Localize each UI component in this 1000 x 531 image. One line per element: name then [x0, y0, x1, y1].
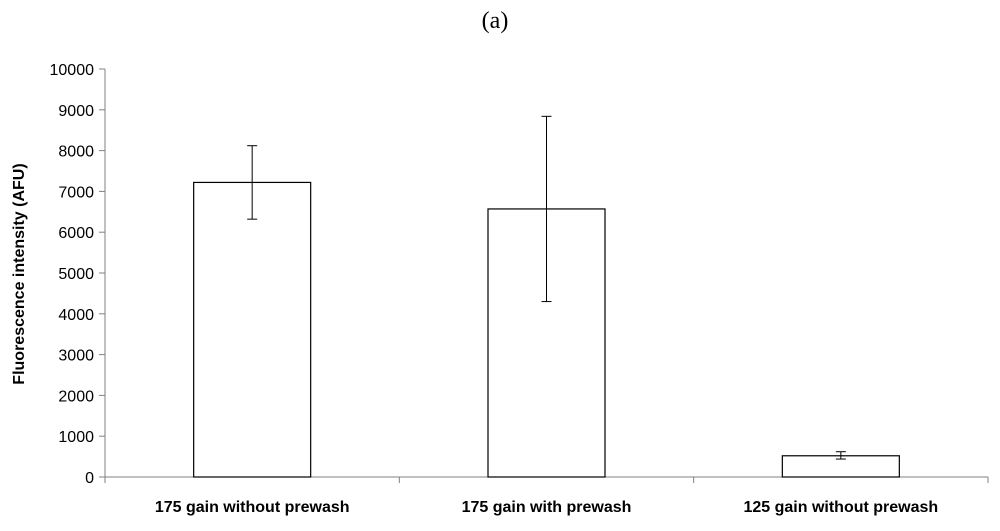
plot-area: 0 1000 2000 3000 4000 5000 6000 7000 8000 9000 100…: [50, 62, 989, 516]
x-category-label: 175 gain without prewash: [155, 499, 350, 516]
y-tick-label: 7000: [58, 184, 94, 201]
y-tick-label: 5000: [58, 266, 94, 283]
x-category-label: 125 gain without prewash: [743, 499, 938, 516]
y-tick-label: 8000: [58, 144, 94, 161]
y-tick-label: 0: [85, 470, 94, 487]
y-tick-label: 9000: [58, 103, 94, 120]
y-tick-label: 6000: [58, 225, 94, 242]
y-tick-label: 3000: [58, 348, 94, 365]
x-category-label: 175 gain with prewash: [462, 499, 632, 516]
y-tick-label: 2000: [58, 388, 94, 405]
y-tick-label: 4000: [58, 307, 94, 324]
y-axis-title: Fluorescence intensity (AFU): [11, 163, 28, 384]
chart-title: (a): [482, 8, 509, 34]
bar: [193, 181, 312, 478]
y-tick-label: 10000: [50, 62, 95, 79]
y-tick-label: 1000: [58, 429, 94, 446]
